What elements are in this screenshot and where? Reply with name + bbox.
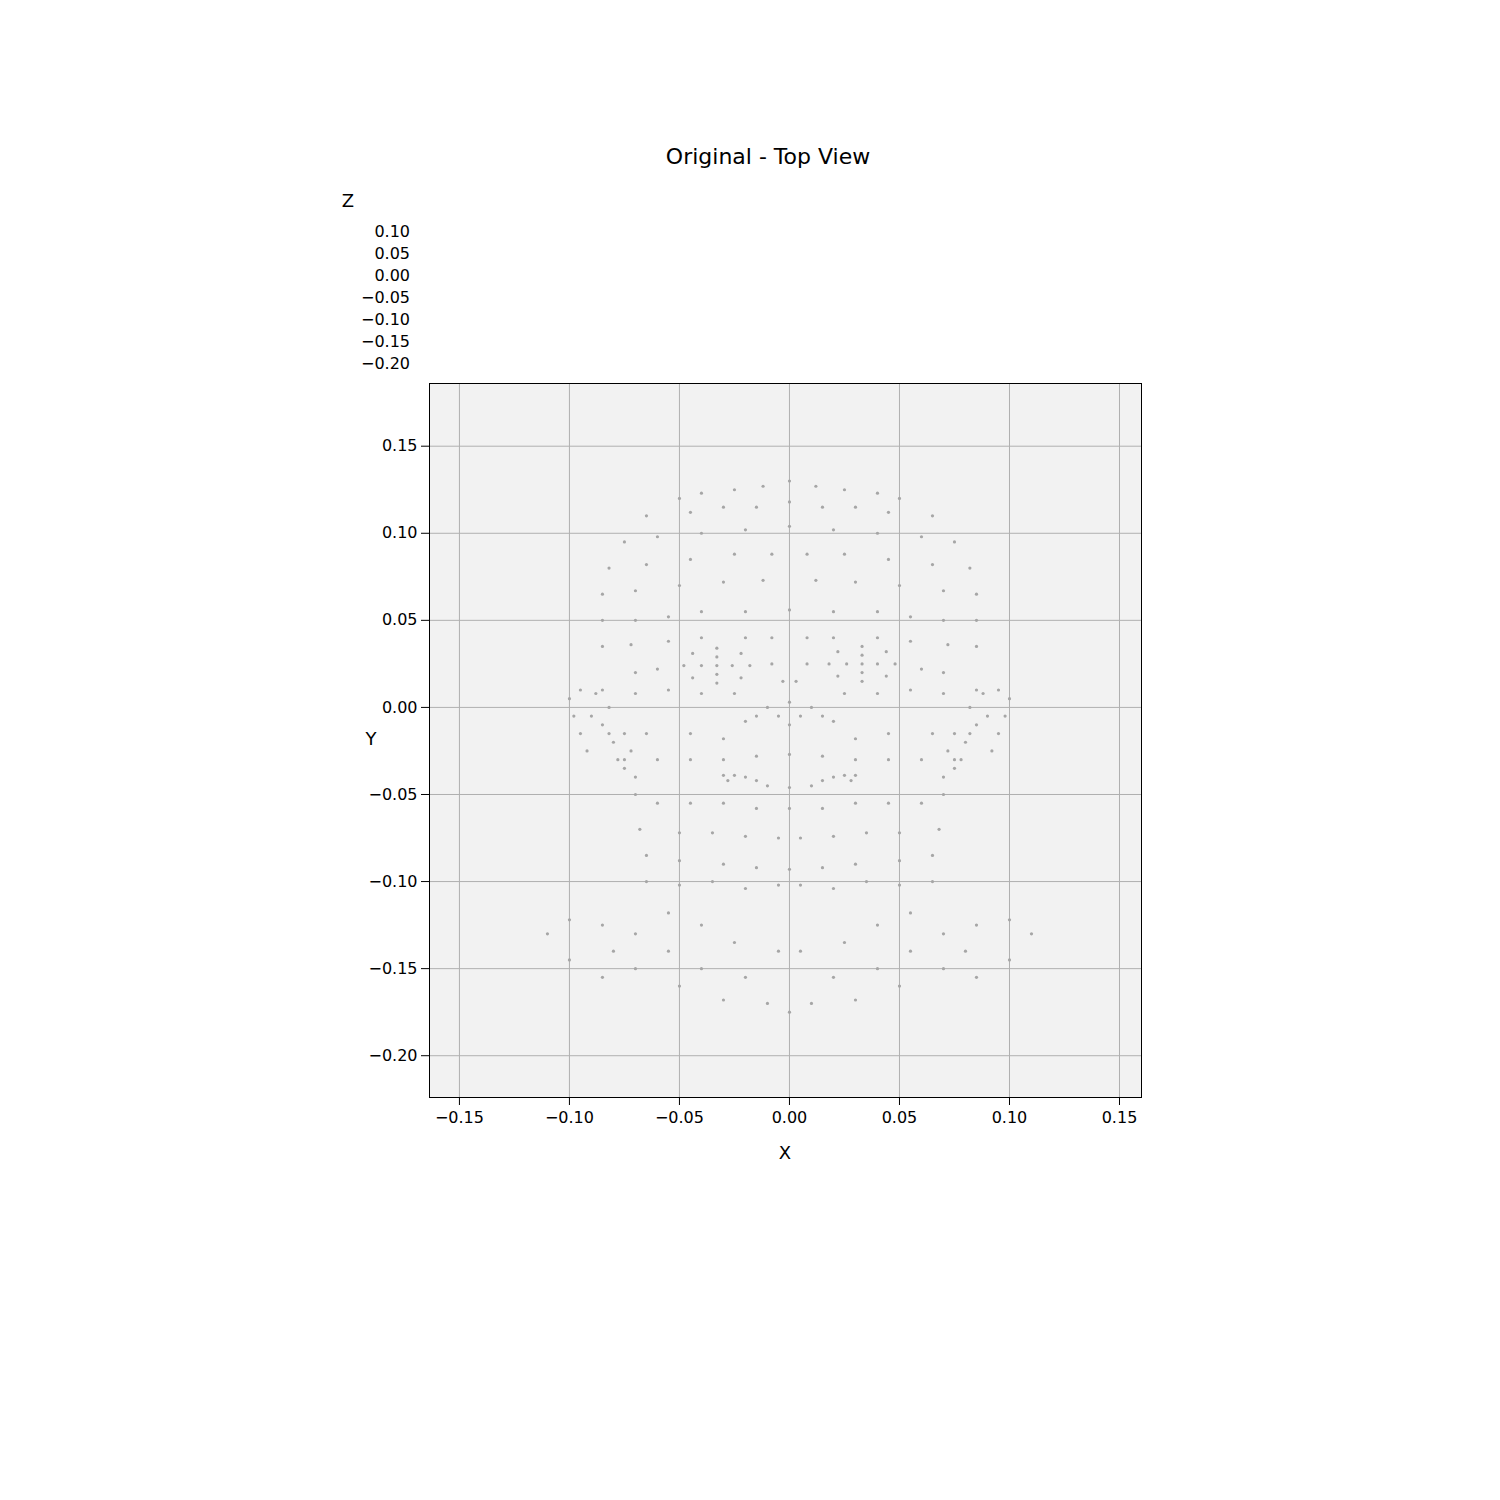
svg-text:0.10: 0.10 [382, 523, 418, 542]
html-text:0.00: 0.00 [374, 266, 410, 285]
html-text:−0.15: −0.15 [361, 332, 410, 351]
html-text:−0.05: −0.05 [361, 288, 410, 307]
html-text:−0.10: −0.10 [361, 310, 410, 329]
html-text:Original - Top View: Original - Top View [665, 144, 871, 169]
svg-text:−0.20: −0.20 [368, 1046, 417, 1065]
svg-text:−0.05: −0.05 [655, 1108, 704, 1127]
html-text:−0.20: −0.20 [361, 354, 410, 373]
html-text:Y: Y [365, 728, 377, 749]
svg-text:0.00: 0.00 [382, 698, 418, 717]
html-text:X: X [778, 1142, 792, 1163]
svg-text:−0.10: −0.10 [545, 1108, 594, 1127]
html-text:0.10: 0.10 [374, 222, 410, 241]
svg-text:0.10: 0.10 [992, 1108, 1028, 1127]
html-text:0.05: 0.05 [374, 244, 410, 263]
svg-text:−0.10: −0.10 [368, 872, 417, 891]
svg-text:−0.05: −0.05 [368, 785, 417, 804]
svg-text:0.15: 0.15 [1102, 1108, 1138, 1127]
svg-text:0.15: 0.15 [382, 436, 418, 455]
svg-text:−0.15: −0.15 [435, 1108, 484, 1127]
svg-text:0.05: 0.05 [882, 1108, 918, 1127]
svg-text:0.00: 0.00 [772, 1108, 808, 1127]
svg-text:0.05: 0.05 [382, 610, 418, 629]
svg-text:−0.15: −0.15 [368, 959, 417, 978]
html-text:Z: Z [341, 190, 355, 211]
